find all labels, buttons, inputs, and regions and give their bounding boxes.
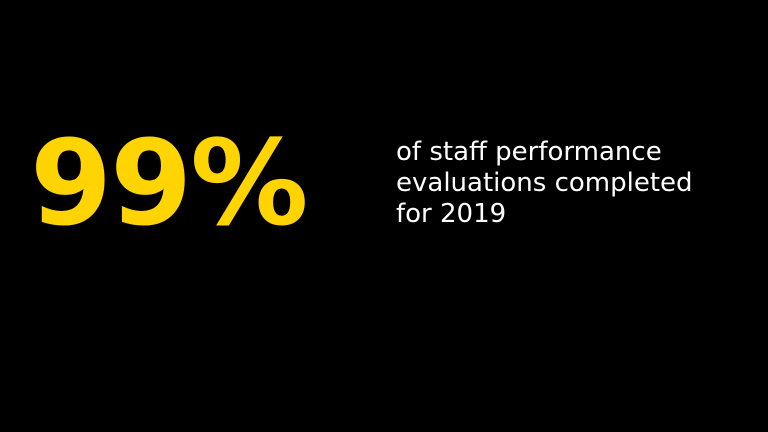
stat-caption-line-1: of staff performance — [396, 137, 662, 167]
stat-caption: of staff performance evaluations complet… — [396, 137, 756, 230]
stat-caption-line-2: evaluations completed — [396, 168, 693, 198]
stat-caption-line-3: for 2019 — [396, 199, 507, 229]
stat-percentage: 99% — [30, 114, 308, 252]
